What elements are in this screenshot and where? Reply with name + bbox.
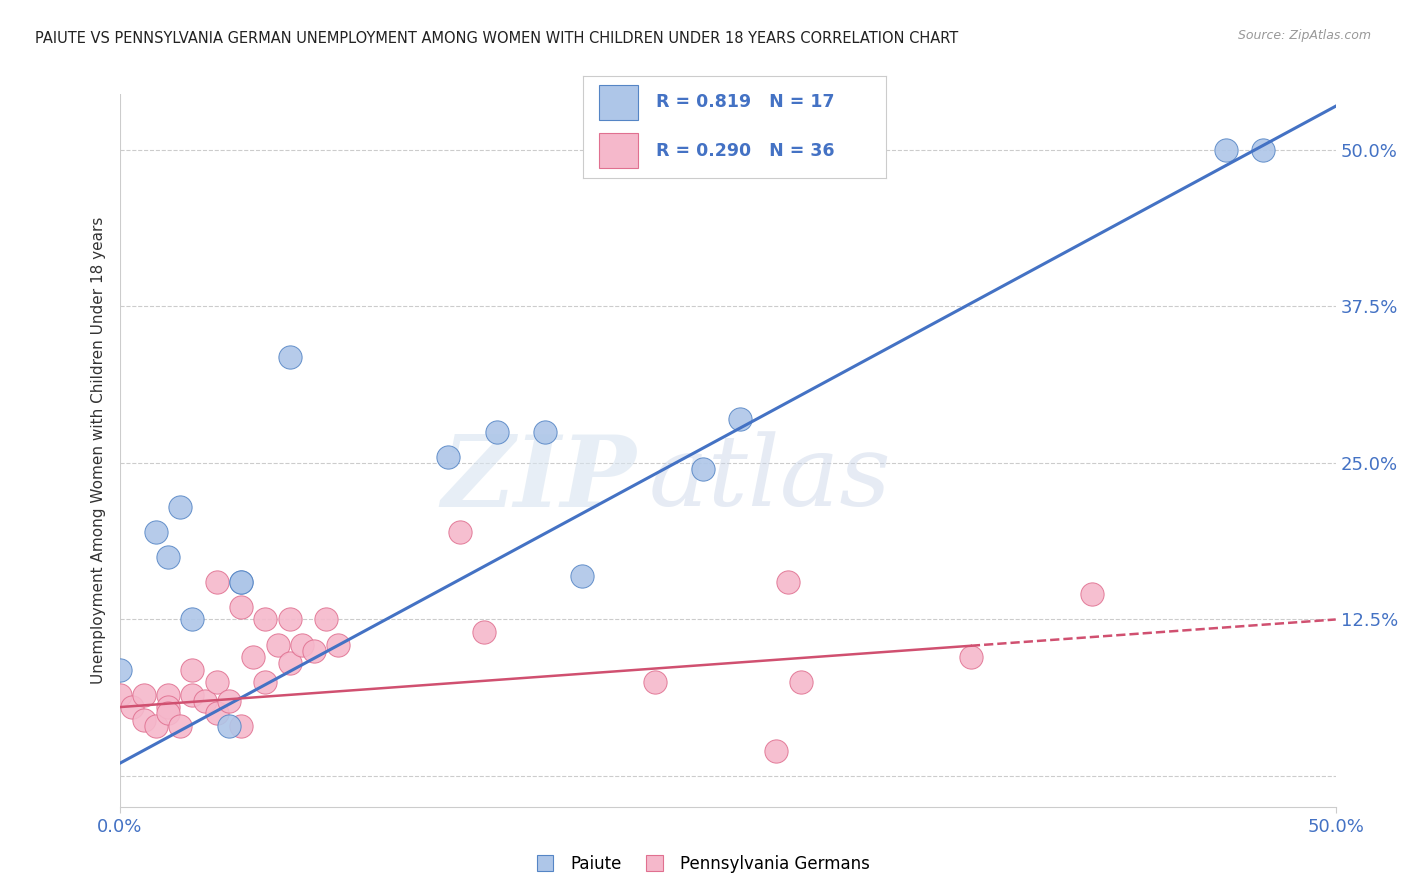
Point xyxy=(181,688,204,702)
Point xyxy=(108,663,131,677)
Bar xyxy=(599,133,638,168)
Point xyxy=(765,744,787,758)
Point xyxy=(121,700,143,714)
Text: PAIUTE VS PENNSYLVANIA GERMAN UNEMPLOYMENT AMONG WOMEN WITH CHILDREN UNDER 18 YE: PAIUTE VS PENNSYLVANIA GERMAN UNEMPLOYME… xyxy=(35,31,959,46)
Point xyxy=(218,694,240,708)
Point xyxy=(534,425,557,439)
Point xyxy=(231,574,253,589)
Text: R = 0.290   N = 36: R = 0.290 N = 36 xyxy=(657,142,835,160)
Point xyxy=(108,688,131,702)
Point xyxy=(472,625,496,640)
Point xyxy=(266,638,288,652)
Point xyxy=(218,719,240,733)
Text: atlas: atlas xyxy=(648,432,891,526)
Y-axis label: Unemployment Among Women with Children Under 18 years: Unemployment Among Women with Children U… xyxy=(90,217,105,684)
Point xyxy=(302,644,325,658)
Point xyxy=(1081,587,1104,601)
Point xyxy=(181,612,204,626)
Point xyxy=(571,568,593,582)
Point xyxy=(157,706,180,721)
Point xyxy=(157,549,180,564)
Point xyxy=(231,719,253,733)
Point xyxy=(242,650,264,665)
Point xyxy=(692,462,714,476)
Point xyxy=(205,675,228,690)
Point xyxy=(145,524,167,539)
Point xyxy=(254,675,277,690)
Point xyxy=(169,719,191,733)
Point xyxy=(278,612,301,626)
Point xyxy=(437,450,460,464)
Point xyxy=(194,694,217,708)
Text: R = 0.819   N = 17: R = 0.819 N = 17 xyxy=(657,94,835,112)
Point xyxy=(157,700,180,714)
Point xyxy=(278,657,301,671)
Legend: Paiute, Pennsylvania Germans: Paiute, Pennsylvania Germans xyxy=(530,847,876,880)
Point xyxy=(315,612,337,626)
Point xyxy=(644,675,666,690)
Point xyxy=(485,425,508,439)
Point xyxy=(278,350,301,364)
Point xyxy=(728,412,751,426)
Point xyxy=(205,574,228,589)
Point xyxy=(181,663,204,677)
Point xyxy=(254,612,277,626)
Point xyxy=(132,713,155,727)
Point xyxy=(778,574,800,589)
Point xyxy=(169,500,191,514)
Point xyxy=(145,719,167,733)
Text: Source: ZipAtlas.com: Source: ZipAtlas.com xyxy=(1237,29,1371,42)
Point xyxy=(291,638,314,652)
Point xyxy=(132,688,155,702)
Point xyxy=(157,688,180,702)
Point xyxy=(328,638,350,652)
Point xyxy=(1251,143,1274,157)
Point xyxy=(1215,143,1237,157)
Point xyxy=(231,574,253,589)
Text: ZIP: ZIP xyxy=(441,431,637,527)
Point xyxy=(789,675,811,690)
Point xyxy=(231,599,253,614)
Point xyxy=(959,650,981,665)
Bar xyxy=(599,85,638,120)
Point xyxy=(449,524,471,539)
Point xyxy=(205,706,228,721)
